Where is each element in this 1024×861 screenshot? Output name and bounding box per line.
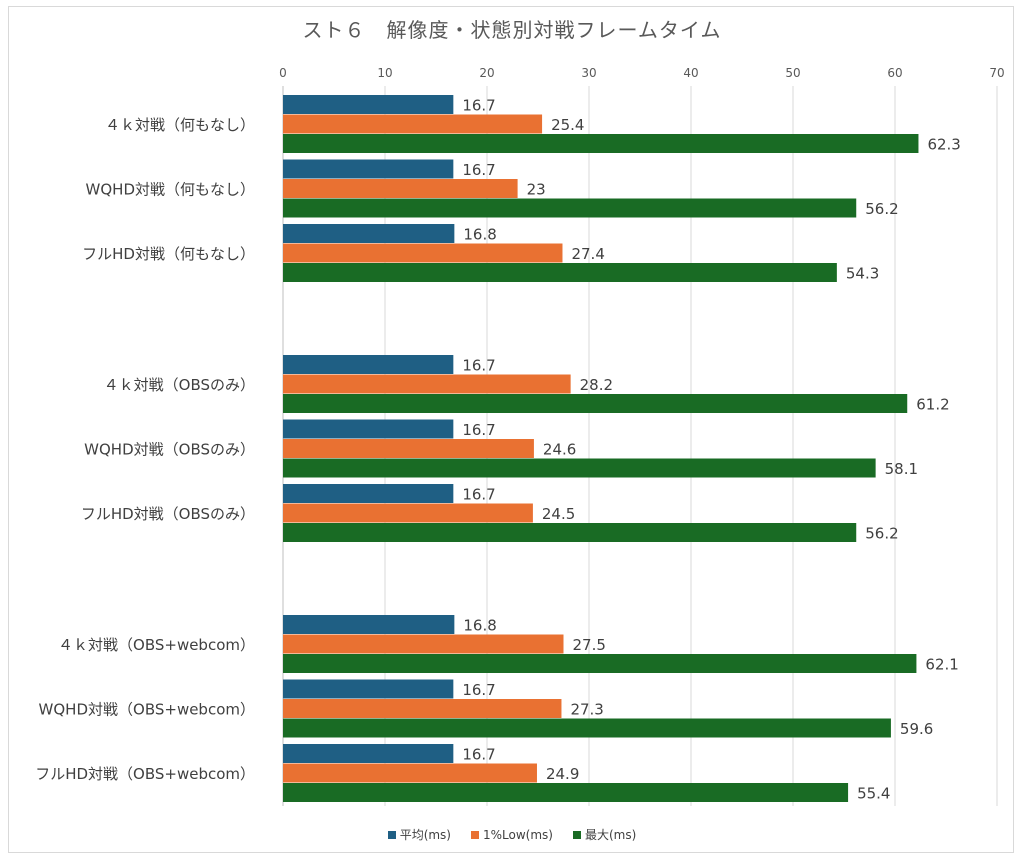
bar — [283, 763, 537, 783]
bar — [283, 783, 849, 802]
data-label: 24.6 — [543, 441, 576, 459]
data-label: 16.7 — [462, 161, 495, 179]
data-label: 62.1 — [925, 656, 958, 674]
bar — [283, 263, 837, 282]
chart-frame — [8, 6, 1014, 853]
category-label: ４ｋ対戦（OBS+webcom） — [58, 636, 255, 654]
data-label: 16.7 — [462, 486, 495, 504]
bar — [283, 439, 534, 458]
bar — [283, 198, 857, 218]
category-label: フルHD対戦（何もなし） — [82, 245, 255, 263]
legend-swatch — [387, 830, 396, 839]
data-label: 16.7 — [462, 421, 495, 439]
data-label: 23 — [527, 181, 546, 199]
legend-item: 最大(ms) — [572, 826, 637, 843]
x-tick-label: 10 — [377, 66, 392, 80]
bar — [283, 718, 891, 738]
data-label: 16.7 — [462, 681, 495, 699]
x-tick-label: 0 — [279, 66, 287, 80]
data-label: 59.6 — [900, 720, 933, 738]
data-label: 16.8 — [463, 226, 496, 244]
bar — [283, 699, 562, 718]
data-label: 54.3 — [846, 265, 879, 283]
data-label: 58.1 — [885, 460, 918, 478]
bar — [283, 243, 563, 263]
bar — [283, 355, 454, 374]
data-label: 28.2 — [580, 376, 613, 394]
data-label: 27.3 — [570, 701, 603, 719]
x-tick-label: 30 — [581, 66, 596, 80]
data-label: 16.7 — [462, 97, 495, 115]
bar — [283, 95, 454, 114]
data-label: 27.4 — [571, 245, 604, 263]
data-label: 16.7 — [462, 746, 495, 764]
bar — [283, 523, 857, 542]
x-tick-label: 50 — [785, 66, 800, 80]
legend-label: 最大(ms) — [584, 828, 637, 842]
bar — [283, 484, 454, 503]
data-label: 24.5 — [542, 505, 575, 523]
bar — [283, 615, 455, 634]
chart-title: スト６ 解像度・状態別対戦フレームタイム — [302, 18, 722, 42]
legend-label: 1%Low(ms) — [483, 827, 553, 842]
legend-swatch — [471, 830, 479, 839]
data-label: 24.9 — [546, 765, 579, 783]
bar — [283, 134, 919, 153]
category-label: WQHD対戦（OBSのみ） — [84, 441, 255, 459]
data-label: 16.7 — [462, 357, 495, 375]
category-label: フルHD対戦（OBS+webcom） — [35, 765, 255, 783]
data-label: 25.4 — [551, 116, 584, 134]
x-tick-label: 20 — [479, 66, 494, 80]
x-tick-label: 70 — [989, 66, 1004, 80]
bar — [283, 159, 454, 179]
legend-swatch — [572, 830, 581, 839]
legend-item: 1%Low(ms) — [471, 828, 553, 842]
category-label: フルHD対戦（OBSのみ） — [81, 505, 255, 523]
data-label: 56.2 — [865, 200, 898, 218]
bar — [283, 419, 454, 439]
bar — [283, 634, 564, 654]
bar — [283, 394, 908, 413]
bar — [283, 744, 454, 763]
data-label: 55.4 — [857, 785, 890, 803]
chart-legend: 平均(ms) 1%Low(ms) 最大(ms) — [0, 826, 1024, 843]
data-label: 27.5 — [573, 636, 606, 654]
data-label: 62.3 — [927, 136, 960, 154]
bar — [283, 458, 876, 478]
bar — [283, 503, 533, 523]
bar — [283, 224, 455, 243]
bar — [283, 654, 917, 673]
legend-item: 平均(ms) — [387, 826, 451, 843]
category-label: ４ｋ対戦（OBSのみ） — [104, 376, 255, 394]
data-label: 16.8 — [463, 617, 496, 635]
bar — [283, 179, 518, 198]
category-label: ４ｋ対戦（何もなし） — [105, 116, 255, 134]
category-label: WQHD対戦（何もなし） — [86, 181, 255, 199]
bar — [283, 114, 543, 134]
bar — [283, 374, 571, 394]
bar — [283, 679, 454, 699]
legend-label: 平均(ms) — [399, 828, 451, 842]
data-label: 56.2 — [865, 525, 898, 543]
x-tick-label: 60 — [887, 66, 902, 80]
data-label: 61.2 — [916, 396, 949, 414]
x-tick-label: 40 — [683, 66, 698, 80]
category-label: WQHD対戦（OBS+webcom） — [39, 701, 255, 719]
